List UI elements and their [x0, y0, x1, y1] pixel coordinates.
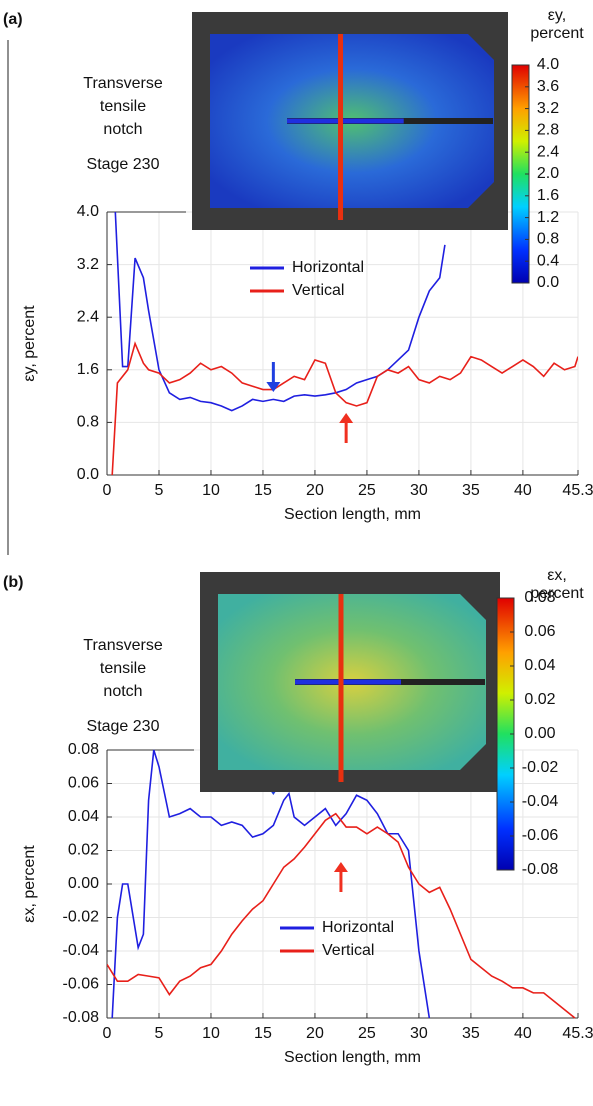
- y-tick-label: 0.8: [77, 414, 99, 431]
- x-tick-label: 25: [358, 1025, 376, 1042]
- panel-label: (b): [3, 574, 23, 591]
- colorbar-tick-label: 4.0: [537, 56, 559, 73]
- x-axis-label: Section length, mm: [284, 1049, 421, 1066]
- colorbar-tick-label: 0.04: [524, 657, 555, 674]
- x-tick-label: 20: [306, 482, 324, 499]
- x-tick-label: 10: [202, 482, 220, 499]
- x-tick-label: 40: [514, 1025, 532, 1042]
- legend-label: Horizontal: [292, 259, 364, 276]
- x-tick-label: 25: [358, 482, 376, 499]
- colorbar-title: εx, percent: [530, 567, 584, 602]
- annotation: Transverse: [83, 637, 163, 654]
- colorbar-tick-label: 0.0: [537, 274, 559, 291]
- x-tick-label: 30: [410, 482, 428, 499]
- colorbar-tick-label: 2.4: [537, 143, 559, 160]
- colorbar-tick-label: 0.00: [524, 725, 555, 742]
- x-tick-label: 0: [103, 1025, 112, 1042]
- y-tick-label: 0.00: [68, 875, 99, 892]
- colorbar-tick-label: 0.8: [537, 231, 559, 248]
- line-series: [107, 812, 576, 1019]
- annotation: tensile: [100, 660, 146, 677]
- x-tick-label: 20: [306, 1025, 324, 1042]
- x-axis-label: Section length, mm: [284, 506, 421, 523]
- y-tick-label: 0.0: [77, 466, 99, 483]
- legend-label: Vertical: [322, 942, 374, 959]
- y-tick-label: 1.6: [77, 361, 99, 378]
- y-tick-label: 3.2: [77, 256, 99, 273]
- colorbar-tick-label: -0.04: [522, 793, 559, 810]
- x-tick-label: 45.3: [562, 1025, 593, 1042]
- x-tick-label: 30: [410, 1025, 428, 1042]
- x-tick-label: 35: [462, 1025, 480, 1042]
- annotation: tensile: [100, 98, 146, 115]
- x-tick-label: 5: [155, 482, 164, 499]
- y-tick-label: 0.04: [68, 808, 99, 825]
- arrow-head: [333, 862, 348, 872]
- colorbar-tick-label: 1.2: [537, 209, 559, 226]
- legend-label: Horizontal: [322, 919, 394, 936]
- annotation: Stage 230: [87, 156, 160, 173]
- line-series: [111, 749, 431, 1019]
- colorbar-tick-label: -0.06: [522, 827, 559, 844]
- y-tick-label: -0.02: [63, 909, 100, 926]
- colorbar-tick-label: -0.02: [522, 759, 559, 776]
- y-tick-label: -0.06: [63, 976, 100, 993]
- arrow-head: [339, 413, 354, 423]
- legend-label: Vertical: [292, 282, 344, 299]
- x-tick-label: 15: [254, 1025, 272, 1042]
- y-tick-label: -0.08: [63, 1009, 100, 1026]
- y-tick-label: 0.02: [68, 842, 99, 859]
- colorbar-tick-label: 2.0: [537, 165, 559, 182]
- line-series: [111, 341, 578, 476]
- colorbar-tick-label: -0.08: [522, 861, 559, 878]
- colorbar-tick-label: 1.6: [537, 187, 559, 204]
- annotation: notch: [103, 683, 142, 700]
- panel-label: (a): [3, 11, 23, 28]
- annotation: Transverse: [83, 75, 163, 92]
- y-axis-label: εy, percent: [21, 305, 38, 382]
- x-tick-label: 5: [155, 1025, 164, 1042]
- x-tick-label: 15: [254, 482, 272, 499]
- colorbar-tick-label: 3.6: [537, 78, 559, 95]
- colorbar-tick-label: 3.2: [537, 100, 559, 117]
- colorbar-tick-label: 0.08: [524, 589, 555, 606]
- y-axis-label: εx, percent: [21, 845, 38, 923]
- x-tick-label: 35: [462, 482, 480, 499]
- y-tick-label: 4.0: [77, 203, 99, 220]
- y-tick-label: -0.04: [63, 942, 100, 959]
- annotation: notch: [103, 121, 142, 138]
- y-tick-label: 2.4: [77, 308, 99, 325]
- line-series: [114, 211, 446, 412]
- y-tick-label: 0.08: [68, 741, 99, 758]
- y-tick-label: 0.06: [68, 775, 99, 792]
- colorbar-tick-label: 2.8: [537, 122, 559, 139]
- x-tick-label: 10: [202, 1025, 220, 1042]
- colorbar-tick-label: 0.06: [524, 623, 555, 640]
- colorbar-tick-label: 0.4: [537, 252, 559, 269]
- annotation: Stage 230: [87, 718, 160, 735]
- x-tick-label: 40: [514, 482, 532, 499]
- x-tick-label: 45.3: [562, 482, 593, 499]
- arrow-head: [266, 382, 281, 392]
- x-tick-label: 0: [103, 482, 112, 499]
- colorbar-tick-label: 0.02: [524, 691, 555, 708]
- colorbar-title: εy, percent: [530, 7, 584, 42]
